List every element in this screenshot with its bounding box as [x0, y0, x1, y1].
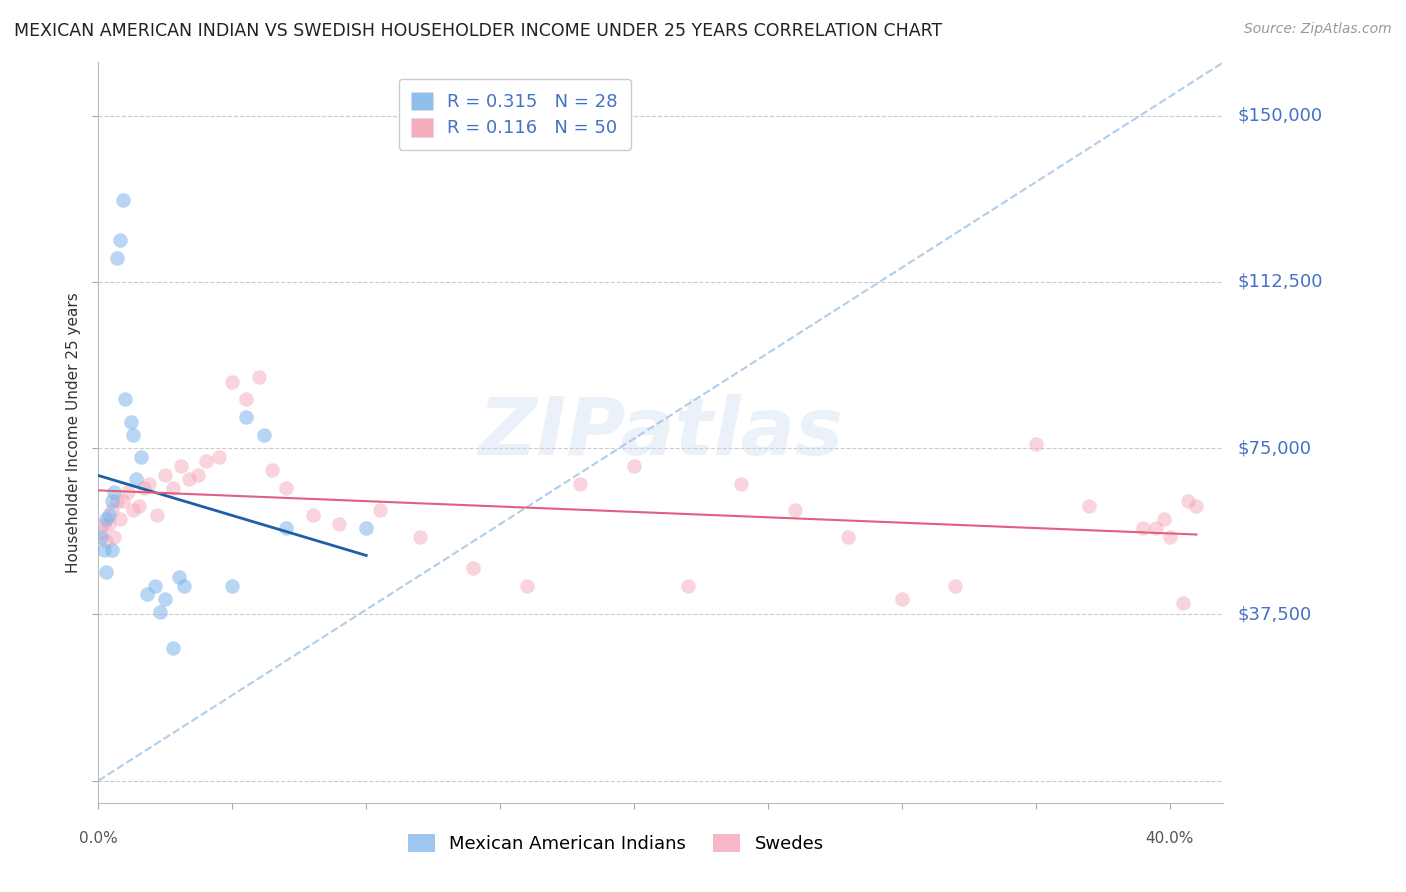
- Point: [1078, 499, 1101, 513]
- Point: [128, 499, 150, 513]
- Text: $112,500: $112,500: [1237, 273, 1323, 291]
- Point: [328, 516, 350, 531]
- Point: [274, 521, 297, 535]
- Point: [96, 512, 118, 526]
- Point: [1132, 521, 1154, 535]
- Point: [247, 370, 270, 384]
- Point: [409, 530, 432, 544]
- Text: ZIPatlas: ZIPatlas: [478, 393, 844, 472]
- Point: [101, 503, 124, 517]
- Point: [132, 481, 155, 495]
- Point: [129, 450, 152, 464]
- Point: [101, 494, 124, 508]
- Point: [783, 503, 806, 517]
- Point: [194, 454, 217, 468]
- Point: [274, 481, 297, 495]
- Text: Source: ZipAtlas.com: Source: ZipAtlas.com: [1244, 22, 1392, 37]
- Point: [155, 467, 177, 482]
- Point: [108, 233, 131, 247]
- Point: [569, 476, 592, 491]
- Point: [96, 566, 118, 580]
- Text: MEXICAN AMERICAN INDIAN VS SWEDISH HOUSEHOLDER INCOME UNDER 25 YEARS CORRELATION: MEXICAN AMERICAN INDIAN VS SWEDISH HOUSE…: [14, 22, 942, 40]
- Point: [890, 591, 912, 606]
- Point: [162, 481, 184, 495]
- Point: [235, 410, 257, 425]
- Point: [676, 578, 699, 592]
- Point: [155, 591, 177, 606]
- Point: [111, 193, 134, 207]
- Point: [125, 472, 148, 486]
- Point: [208, 450, 231, 464]
- Point: [96, 534, 118, 549]
- Point: [354, 521, 377, 535]
- Point: [90, 530, 112, 544]
- Point: [1177, 494, 1199, 508]
- Text: $75,000: $75,000: [1237, 439, 1312, 457]
- Point: [262, 463, 284, 477]
- Point: [167, 570, 190, 584]
- Point: [1171, 596, 1194, 610]
- Point: [135, 587, 157, 601]
- Point: [730, 476, 752, 491]
- Point: [111, 494, 134, 508]
- Point: [301, 508, 323, 522]
- Point: [1144, 521, 1167, 535]
- Point: [235, 392, 257, 407]
- Point: [108, 512, 131, 526]
- Y-axis label: Householder Income Under 25 years: Householder Income Under 25 years: [66, 293, 82, 573]
- Point: [1025, 436, 1047, 450]
- Point: [162, 640, 184, 655]
- Point: [945, 578, 967, 592]
- Point: [170, 458, 193, 473]
- Point: [101, 543, 124, 558]
- Point: [179, 472, 201, 486]
- Point: [149, 605, 172, 619]
- Text: $37,500: $37,500: [1237, 606, 1312, 624]
- Point: [93, 543, 115, 558]
- Point: [1153, 512, 1175, 526]
- Point: [98, 508, 121, 522]
- Point: [837, 530, 859, 544]
- Point: [173, 578, 195, 592]
- Text: $150,000: $150,000: [1237, 107, 1322, 125]
- Point: [463, 561, 485, 575]
- Point: [93, 516, 115, 531]
- Point: [1159, 530, 1181, 544]
- Point: [1185, 499, 1208, 513]
- Point: [516, 578, 538, 592]
- Point: [186, 467, 208, 482]
- Point: [138, 476, 160, 491]
- Point: [143, 578, 166, 592]
- Point: [122, 427, 145, 442]
- Point: [114, 392, 136, 407]
- Point: [120, 415, 142, 429]
- Point: [368, 503, 391, 517]
- Point: [253, 427, 276, 442]
- Point: [98, 516, 121, 531]
- Point: [122, 503, 145, 517]
- Point: [105, 494, 128, 508]
- Point: [623, 458, 645, 473]
- Text: 0.0%: 0.0%: [79, 830, 118, 846]
- Point: [221, 578, 243, 592]
- Point: [103, 485, 125, 500]
- Point: [117, 485, 139, 500]
- Point: [105, 251, 128, 265]
- Point: [90, 525, 112, 540]
- Text: 40.0%: 40.0%: [1146, 830, 1194, 846]
- Point: [103, 530, 125, 544]
- Legend: Mexican American Indians, Swedes: Mexican American Indians, Swedes: [401, 827, 831, 861]
- Point: [146, 508, 169, 522]
- Point: [221, 375, 243, 389]
